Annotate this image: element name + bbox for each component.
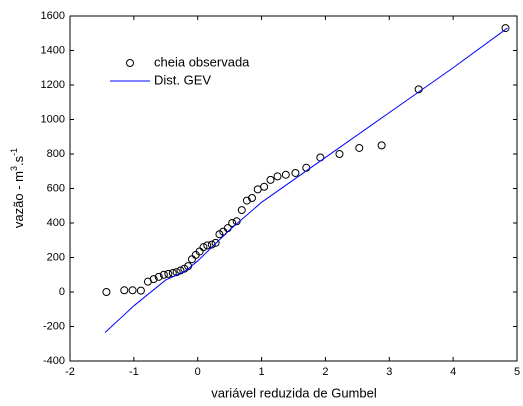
x-tick-label: -1 <box>129 366 139 378</box>
data-point <box>187 255 196 264</box>
x-tick-label: 0 <box>195 366 201 378</box>
data-point <box>273 172 282 181</box>
y-tick-label: 1600 <box>41 10 65 22</box>
data-point <box>149 275 158 284</box>
y-tick-label: 800 <box>47 148 65 160</box>
data-point <box>211 238 220 247</box>
data-point <box>203 241 212 250</box>
x-tick-label: 1 <box>259 366 265 378</box>
data-point <box>302 163 311 172</box>
data-point <box>128 286 137 295</box>
data-point <box>501 24 510 33</box>
x-axis-label: variável reduzida de Gumbel <box>211 385 377 400</box>
data-point <box>136 286 145 295</box>
y-tick-label: 0 <box>59 286 65 298</box>
data-point <box>237 206 246 215</box>
data-point <box>172 268 181 277</box>
y-tick-label: 200 <box>47 251 65 263</box>
y-tick-label: -200 <box>43 320 65 332</box>
data-point <box>199 243 208 252</box>
data-point <box>242 196 251 205</box>
data-point <box>154 272 163 281</box>
legend-label: Dist. GEV <box>154 72 211 87</box>
data-point <box>260 182 269 191</box>
line <box>104 27 508 333</box>
data-point <box>247 193 256 202</box>
x-tick-label: 4 <box>450 366 456 378</box>
y-axis-label: vazão - m3.s-1 <box>9 148 26 228</box>
data-point <box>355 143 364 152</box>
data-point <box>291 168 300 177</box>
x-tick-label: -2 <box>65 366 75 378</box>
y-tick-label: 400 <box>47 217 65 229</box>
plot-frame <box>69 15 518 362</box>
x-tick-label: 2 <box>322 366 328 378</box>
x-tick-label: 5 <box>514 366 520 378</box>
data-point <box>164 269 173 278</box>
data-point <box>120 286 129 295</box>
y-tick-label: 1400 <box>41 44 65 56</box>
y-tick-label: 1000 <box>41 113 65 125</box>
data-point <box>335 150 344 158</box>
data-point <box>176 266 185 275</box>
x-tick-label: 3 <box>386 366 392 378</box>
data-point <box>281 170 290 179</box>
y-tick-label: -400 <box>43 355 65 367</box>
data-point <box>266 175 275 184</box>
legend-label: cheia observada <box>154 54 250 69</box>
y-tick-label: 1200 <box>41 79 65 91</box>
data-point <box>228 219 237 227</box>
y-tick-label: 600 <box>47 182 65 194</box>
data-point <box>377 141 386 150</box>
data-point <box>102 288 111 296</box>
data-point <box>159 270 168 279</box>
legend-marker <box>126 59 134 67</box>
